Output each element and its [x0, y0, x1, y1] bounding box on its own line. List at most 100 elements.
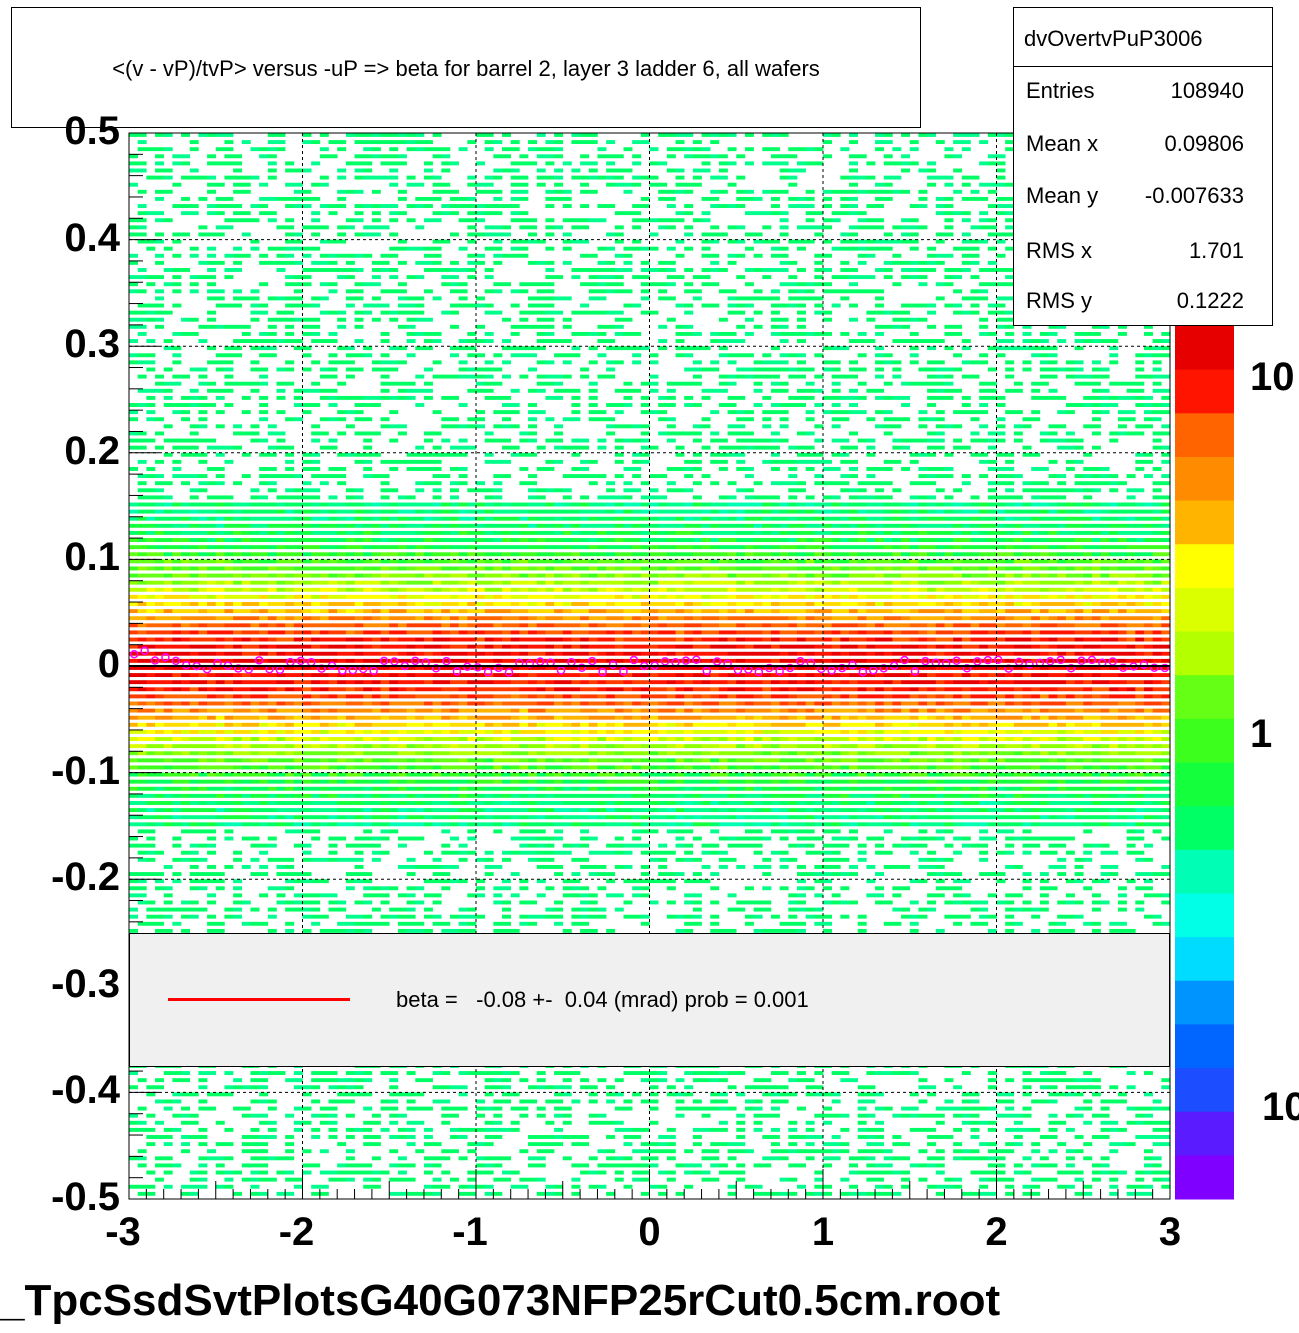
heatmap-cell: [233, 637, 243, 642]
heatmap-cell: [207, 850, 217, 855]
heatmap-cell: [146, 765, 156, 770]
heatmap-cell: [163, 310, 173, 315]
heatmap-cell: [536, 239, 546, 244]
heatmap-cell: [345, 715, 355, 720]
heatmap-cell: [493, 1113, 503, 1118]
heatmap-cell: [432, 239, 442, 244]
heatmap-cell: [510, 616, 520, 621]
heatmap-cell: [476, 594, 485, 599]
heatmap-cell: [502, 1078, 512, 1083]
heatmap-cell: [371, 587, 381, 592]
heatmap-cell: [432, 644, 442, 649]
heatmap-cell: [389, 538, 399, 542]
heatmap-cell: [163, 779, 173, 784]
heatmap-cell: [441, 1184, 451, 1189]
heatmap-cell: [467, 488, 477, 493]
heatmap-cell: [285, 459, 295, 464]
heatmap-cell: [241, 324, 251, 329]
heatmap-cell: [276, 246, 286, 251]
heatmap-cell: [224, 786, 234, 791]
heatmap-cell: [181, 722, 191, 727]
heatmap-cell: [415, 530, 425, 535]
heatmap-cell: [415, 658, 425, 663]
heatmap-cell: [371, 680, 381, 685]
heatmap-cell: [528, 793, 538, 798]
heatmap-cell: [276, 530, 286, 535]
heatmap-cell: [259, 1135, 269, 1139]
heatmap-cell: [432, 538, 442, 542]
heatmap-cell: [311, 360, 321, 365]
heatmap-cell: [311, 822, 321, 827]
heatmap-cell: [458, 843, 468, 848]
heatmap-cell: [536, 488, 546, 493]
heatmap-cell: [233, 687, 243, 692]
heatmap-cell: [267, 673, 277, 678]
heatmap-cell: [241, 587, 251, 592]
heatmap-cell: [415, 481, 425, 486]
heatmap-cell: [311, 339, 321, 343]
heatmap-cell: [181, 630, 191, 635]
heatmap-cell: [354, 367, 364, 372]
heatmap-cell: [458, 1092, 468, 1097]
heatmap-cell: [155, 801, 165, 805]
heatmap-cell: [406, 1191, 416, 1196]
heatmap-cell: [137, 1078, 147, 1083]
heatmap-cell: [484, 808, 494, 813]
heatmap-cell: [302, 168, 312, 173]
heatmap-cell: [389, 140, 399, 145]
heatmap-cell: [172, 722, 182, 727]
heatmap-cell: [163, 367, 173, 372]
heatmap-cell: [189, 708, 199, 713]
heatmap-cell: [146, 850, 156, 855]
heatmap-cell: [259, 786, 269, 791]
heatmap-cell: [311, 701, 321, 706]
heatmap-cell: [293, 559, 303, 564]
heatmap-cell: [285, 708, 295, 713]
heatmap-cell: [476, 218, 485, 223]
heatmap-cell: [397, 580, 407, 585]
heatmap-cell: [267, 218, 277, 223]
heatmap-cell: [311, 658, 321, 663]
heatmap-cell: [554, 921, 564, 926]
heatmap-cell: [528, 282, 538, 287]
heatmap-cell: [137, 786, 147, 791]
heatmap-cell: [267, 587, 277, 592]
heatmap-cell: [224, 509, 234, 514]
heatmap-cell: [406, 516, 416, 521]
heatmap-cell: [406, 530, 416, 535]
heatmap-cell: [215, 928, 225, 933]
heatmap-cell: [380, 594, 390, 599]
heatmap-cell: [441, 886, 451, 891]
heatmap-cell: [397, 815, 407, 820]
heatmap-cell: [441, 182, 451, 187]
heatmap-cell: [415, 1191, 425, 1196]
heatmap-cell: [432, 822, 442, 827]
heatmap-cell: [510, 175, 520, 180]
heatmap-cell: [155, 616, 165, 621]
heatmap-cell: [467, 658, 477, 663]
heatmap-cell: [389, 779, 399, 784]
heatmap-cell: [467, 829, 477, 834]
heatmap-cell: [406, 324, 416, 329]
heatmap-cell: [172, 289, 182, 294]
heatmap-cell: [536, 381, 546, 386]
heatmap-cell: [354, 857, 364, 862]
heatmap-cell: [181, 815, 191, 820]
heatmap-cell: [493, 253, 503, 258]
heatmap-cell: [406, 666, 416, 670]
heatmap-cell: [337, 765, 347, 770]
heatmap-cell: [250, 303, 260, 308]
heatmap-cell: [354, 609, 364, 614]
heatmap-cell: [363, 687, 373, 692]
heatmap-cell: [155, 687, 165, 692]
heatmap-cell: [371, 815, 381, 820]
heatmap-cell: [146, 808, 156, 813]
heatmap-cell: [172, 161, 182, 166]
heatmap-cell: [449, 260, 459, 265]
heatmap-cell: [129, 225, 138, 230]
heatmap-cell: [319, 417, 329, 422]
heatmap-cell: [137, 495, 147, 500]
heatmap-cell: [415, 573, 425, 578]
heatmap-cell: [129, 765, 138, 770]
heatmap-cell: [189, 1135, 199, 1139]
